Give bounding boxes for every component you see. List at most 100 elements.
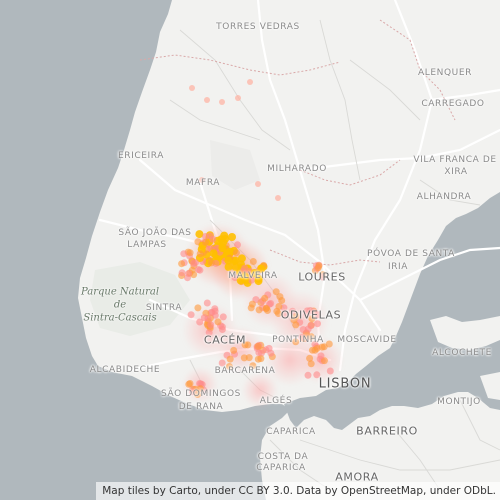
heat-point [207, 321, 215, 329]
heat-point [196, 250, 204, 258]
place-label: ALCABIDECHE [89, 365, 161, 375]
place-label: MONTIJO [437, 397, 481, 407]
place-label: COSTA DA [257, 452, 309, 462]
heat-point [194, 304, 202, 312]
heat-point [317, 352, 325, 360]
heat-point [249, 362, 257, 370]
place-label: ERICEIRA [117, 151, 165, 161]
heat-point [314, 264, 322, 272]
heat-point [209, 249, 218, 258]
heat-point [299, 326, 307, 334]
heat-point [185, 270, 193, 277]
map-attribution[interactable]: Map tiles by Carto, under CC BY 3.0. Dat… [96, 482, 500, 500]
place-label: MILHARADO [267, 164, 327, 174]
heat-point [234, 241, 241, 249]
place-label: SINTRA [145, 303, 183, 313]
place-label: ODIVELAS [280, 308, 342, 322]
place-label: CAPARICA [266, 427, 316, 437]
heat-point [257, 264, 266, 273]
heat-point [187, 311, 195, 319]
heat-point [202, 238, 209, 246]
heat-point [248, 300, 256, 308]
place-label: LAMPAS [127, 240, 167, 250]
heat-points [178, 230, 334, 398]
heat-point [247, 276, 255, 284]
heat-point [310, 308, 318, 316]
heat-point [255, 306, 263, 314]
heat-point [289, 307, 297, 315]
heat-points-north [189, 79, 281, 201]
place-label: VILA FRANCA DE [413, 155, 497, 165]
place-label: BARREIRO [356, 424, 418, 438]
heat-point [190, 260, 198, 267]
heat-point [262, 346, 270, 354]
heat-point [254, 277, 263, 286]
heat-point [209, 235, 217, 243]
heat-point [188, 388, 196, 396]
heat-point [264, 307, 271, 314]
heat-point [178, 269, 186, 277]
heat-point [231, 274, 239, 281]
heat-point [313, 371, 321, 379]
heat-point [304, 371, 312, 379]
heat-point [250, 269, 259, 277]
heat-point [249, 258, 257, 265]
place-label: PÓVOA DE SANTA [367, 249, 455, 259]
heat-point [244, 341, 252, 349]
place-label: AMORA [335, 470, 379, 484]
heat-point [218, 359, 226, 367]
heat-point [203, 299, 211, 307]
heat-point [219, 313, 227, 321]
place-label: CAPARICA [256, 463, 306, 473]
heat-point [325, 340, 333, 348]
heat-point [214, 318, 222, 326]
heat-point [306, 354, 314, 362]
heat-point [255, 349, 263, 357]
heat-point [307, 360, 315, 368]
heat-point [276, 293, 284, 301]
place-label: SÃO DOMINGOS [161, 389, 241, 399]
heat-point [186, 249, 194, 257]
heat-point [292, 321, 300, 329]
heat-point [220, 231, 229, 240]
place-label: ALENQUER [417, 68, 473, 78]
heat-point [257, 355, 265, 363]
place-label: IRIA [387, 262, 409, 272]
heat-point [232, 249, 240, 257]
heat-point [254, 342, 262, 350]
place-label: TORRES VEDRAS [216, 22, 300, 32]
place-label: XIRA [444, 167, 468, 177]
admin-boundaries [139, 19, 456, 266]
tagus-estuary [284, 192, 500, 430]
heat-point [267, 300, 275, 307]
atlantic-ocean [0, 0, 290, 500]
heat-point [230, 346, 238, 354]
heat-point [275, 303, 283, 310]
heat-point [281, 310, 289, 318]
heat-point [261, 294, 269, 302]
place-label: MAFRA [185, 178, 221, 188]
heat-point [318, 343, 326, 351]
place-label: CACÉM [203, 333, 247, 347]
place-label: ALCOCHETE [432, 348, 492, 358]
heat-point [194, 266, 202, 273]
place-label: PONTINHA [272, 335, 324, 345]
heat-point [202, 233, 209, 240]
heat-point [226, 355, 234, 363]
heat-point [308, 346, 316, 354]
heat-point [224, 256, 233, 265]
heat-point [274, 310, 282, 317]
heat-point [307, 322, 315, 330]
heat-point [314, 320, 321, 328]
heat-point [185, 380, 193, 388]
heat-point [298, 333, 306, 341]
heat-point [241, 272, 249, 281]
place-label: CARREGADO [421, 99, 485, 109]
place-label: ALGÉS [259, 396, 293, 406]
place-label: LOURES [298, 270, 346, 284]
heat-point [240, 354, 248, 362]
place-label: BARCARENA [214, 366, 276, 376]
minor-roads [169, 19, 500, 491]
